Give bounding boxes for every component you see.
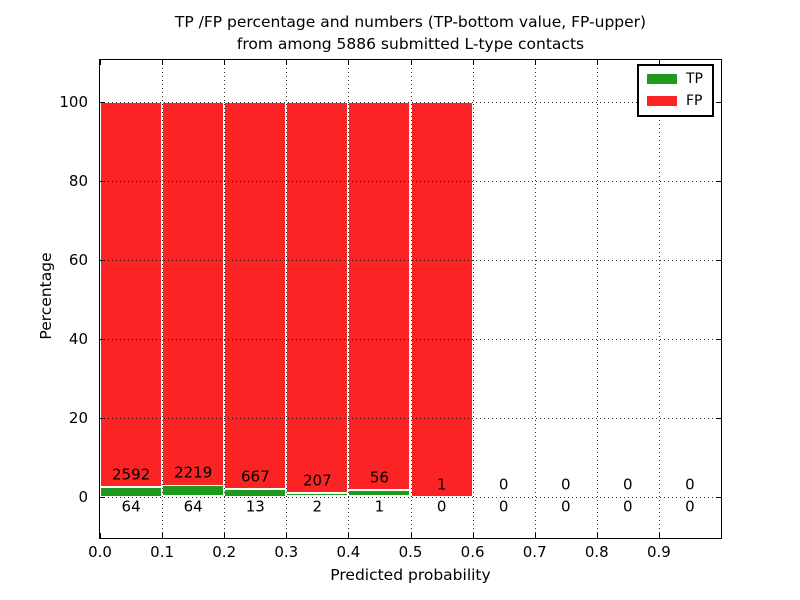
x-tick-label: 0.5 [398,543,423,561]
y-tick [100,496,105,498]
x-tick-label: 0.4 [336,543,361,561]
fp-bar [348,101,411,490]
y-tick [100,417,105,419]
tp-count-label: 0 [561,497,571,515]
chart-subtitle: from among 5886 submitted L-type contact… [236,35,585,53]
legend-label-tp: TP [686,71,703,87]
gridline-x [286,60,288,538]
tp-count-label: 1 [374,497,385,515]
y-tick-right [716,417,721,419]
x-tick [100,533,101,538]
tp-swatch-icon [647,74,677,84]
y-tick-right [716,101,721,103]
x-tick [162,533,164,538]
x-tick-label: 0.0 [88,543,112,561]
gridline-x [658,60,660,538]
chart-title: TP /FP percentage and numbers (TP-bottom… [174,13,647,31]
y-tick-label: 20 [68,408,88,427]
fp-count-label: 2219 [174,463,213,482]
y-tick-label: 0 [78,487,88,506]
gridline-x [596,60,598,538]
x-tick [472,533,474,538]
legend: TP FP [637,64,714,117]
y-tick-right [716,180,721,182]
y-tick-label: 60 [68,250,88,269]
y-tick [100,101,105,103]
fp-bar [224,101,287,489]
y-tick-right [716,259,721,261]
tp-count-label: 0 [498,497,509,515]
fp-count-label: 0 [498,475,509,493]
fp-bar [162,101,225,486]
fp-count-label: 207 [302,471,332,490]
x-tick [658,533,660,538]
tp-bar [224,489,287,497]
fp-bar [286,101,349,493]
x-tick-top [658,60,660,65]
fp-count-label: 667 [240,467,270,486]
tp-count-label: 0 [436,497,447,515]
x-tick [286,533,288,538]
tp-count-label: 0 [685,497,695,515]
fp-swatch-icon [647,96,677,106]
y-tick [100,259,105,261]
tp-count-label: 64 [121,497,141,515]
x-axis-label: Predicted probability [330,566,491,584]
tp-count-label: 13 [245,497,265,515]
y-tick-label: 80 [68,171,88,190]
fp-count-label: 1 [436,475,447,493]
legend-entry-fp: FP [647,94,703,108]
x-tick-label: 0.6 [460,543,485,561]
x-tick-label: 0.7 [522,543,547,561]
gridline-x [534,60,536,538]
x-tick [596,533,598,538]
gridline-x [348,60,350,538]
x-tick [348,533,350,538]
tp-count-label: 2 [312,497,323,515]
x-tick-label: 0.3 [274,543,299,561]
gridline-x [224,60,226,538]
fp-count-label: 0 [623,475,633,493]
y-tick-right [716,496,721,498]
legend-label-fp: FP [686,93,703,109]
legend-entry-tp: TP [647,72,703,86]
fp-count-label: 0 [685,475,695,493]
fp-bar [100,101,163,487]
x-tick [410,533,412,538]
gridline-x [162,60,164,538]
x-tick-top [410,60,412,65]
x-tick-top [100,60,101,65]
x-tick-label: 0.2 [212,543,237,561]
x-tick [224,533,226,538]
x-tick-label: 0.1 [150,543,175,561]
x-tick-label: 0.9 [646,543,671,561]
x-tick-label: 0.8 [584,543,609,561]
fp-count-label: 0 [561,475,571,493]
y-tick-label: 40 [68,329,88,348]
y-tick-label: 100 [59,92,88,111]
x-tick-top [596,60,598,65]
fp-count-label: 56 [369,468,389,487]
x-tick-top [534,60,536,65]
tp-bar [162,485,225,497]
gridline-x [410,60,412,538]
tp-count-label: 64 [183,497,203,515]
gridline-x [472,60,474,538]
fp-bar [410,101,473,497]
tp-bar [348,489,411,497]
x-tick [534,533,536,538]
x-tick-top [348,60,350,65]
fp-count-label: 2592 [112,465,151,484]
tp-bar [100,487,163,497]
x-tick-top [224,60,226,65]
x-tick-top [472,60,474,65]
tp-count-label: 0 [623,497,633,515]
y-tick-right [716,338,721,340]
y-tick [100,338,105,340]
y-tick [100,180,105,182]
x-tick-top [286,60,288,65]
plot-area: TP FP [99,59,722,539]
x-tick-top [162,60,164,65]
